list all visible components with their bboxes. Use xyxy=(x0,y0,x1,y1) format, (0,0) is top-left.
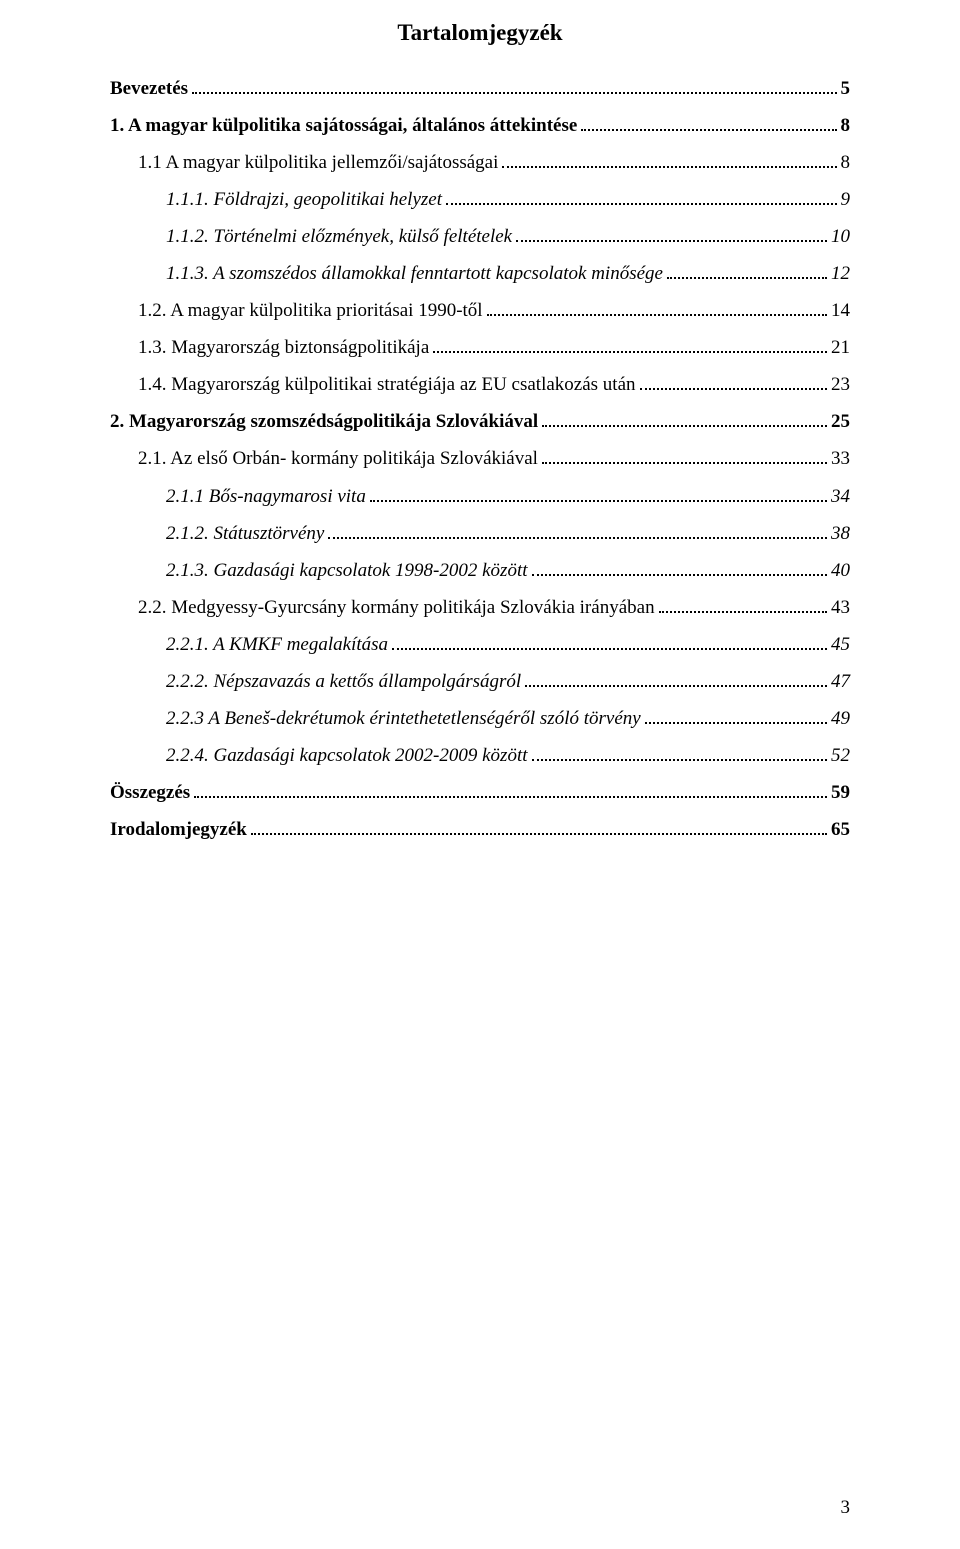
toc-entry-page: 12 xyxy=(831,255,850,292)
toc-title: Tartalomjegyzék xyxy=(110,20,850,46)
toc-entry: 1.1.3. A szomszédos államokkal fenntarto… xyxy=(110,255,850,292)
toc-entry: 1.1.2. Történelmi előzmények, külső felt… xyxy=(110,218,850,255)
toc-entry: 1.1.1. Földrajzi, geopolitikai helyzet 9 xyxy=(110,181,850,218)
toc-entry: 2.1.1 Bős-nagymarosi vita 34 xyxy=(110,478,850,515)
toc-entry-label: 2.2. Medgyessy-Gyurcsány kormány politik… xyxy=(138,589,655,626)
toc-entry: 1. A magyar külpolitika sajátosságai, ál… xyxy=(110,107,850,144)
toc-entry-page: 59 xyxy=(831,774,850,811)
toc-entry: 2.2.3 A Beneš-dekrétumok érintethetetlen… xyxy=(110,700,850,737)
toc-leader-dots xyxy=(525,673,827,686)
toc-entry: 2.1. Az első Orbán- kormány politikája S… xyxy=(110,440,850,477)
toc-entry: 2.1.3. Gazdasági kapcsolatok 1998-2002 k… xyxy=(110,552,850,589)
toc-entry: 2.2.4. Gazdasági kapcsolatok 2002-2009 k… xyxy=(110,737,850,774)
toc-entry-label: 1.1.2. Történelmi előzmények, külső felt… xyxy=(166,218,512,255)
toc-entry-label: 2.2.1. A KMKF megalakítása xyxy=(166,626,388,663)
toc-entry: Összegzés 59 xyxy=(110,774,850,811)
toc-leader-dots xyxy=(251,822,827,835)
toc-entry: 2.1.2. Státusztörvény 38 xyxy=(110,515,850,552)
toc-leader-dots xyxy=(392,636,827,649)
toc-entry-page: 25 xyxy=(831,403,850,440)
toc-entry-label: 1.2. A magyar külpolitika prioritásai 19… xyxy=(138,292,483,329)
toc-entry-page: 52 xyxy=(831,737,850,774)
toc-leader-dots xyxy=(192,81,836,94)
toc-entry-page: 33 xyxy=(831,440,850,477)
toc-entry-page: 34 xyxy=(831,478,850,515)
toc-leader-dots xyxy=(446,192,837,205)
toc-entry-label: Bevezetés xyxy=(110,70,188,107)
toc-entry-label: Összegzés xyxy=(110,774,190,811)
toc-entry-page: 40 xyxy=(831,552,850,589)
toc-leader-dots xyxy=(659,599,827,612)
toc-leader-dots xyxy=(487,303,827,316)
toc-entry: 1.4. Magyarország külpolitikai stratégiá… xyxy=(110,366,850,403)
toc-entry: 2.2. Medgyessy-Gyurcsány kormány politik… xyxy=(110,589,850,626)
toc-entry-page: 8 xyxy=(841,107,851,144)
toc-leader-dots xyxy=(433,340,827,353)
toc-leader-dots xyxy=(532,748,827,761)
toc-entry: 2.2.1. A KMKF megalakítása 45 xyxy=(110,626,850,663)
toc-leader-dots xyxy=(516,229,827,242)
toc-entry-page: 21 xyxy=(831,329,850,366)
toc-entry-label: 2.1.2. Státusztörvény xyxy=(166,515,324,552)
toc-entry: Irodalomjegyzék 65 xyxy=(110,811,850,848)
toc-entry-label: 1.3. Magyarország biztonságpolitikája xyxy=(138,329,429,366)
toc-entry-page: 9 xyxy=(841,181,851,218)
toc-entry: Bevezetés 5 xyxy=(110,70,850,107)
toc-leader-dots xyxy=(328,525,827,538)
toc-leader-dots xyxy=(581,118,836,131)
toc-entry-page: 23 xyxy=(831,366,850,403)
toc-entry-page: 38 xyxy=(831,515,850,552)
toc-entry-label: 1.1 A magyar külpolitika jellemzői/saját… xyxy=(138,144,498,181)
toc-leader-dots xyxy=(667,266,827,279)
toc-leader-dots xyxy=(640,377,827,390)
toc-leader-dots xyxy=(542,414,827,427)
toc-leader-dots xyxy=(532,562,827,575)
toc-entry-label: 2.2.3 A Beneš-dekrétumok érintethetetlen… xyxy=(166,700,641,737)
toc-entry-page: 65 xyxy=(831,811,850,848)
toc-entry-label: 2. Magyarország szomszédságpolitikája Sz… xyxy=(110,403,538,440)
toc-leader-dots xyxy=(370,488,827,501)
toc-leader-dots xyxy=(542,451,827,464)
toc-entry-label: 1.1.3. A szomszédos államokkal fenntarto… xyxy=(166,255,663,292)
toc-entry-page: 43 xyxy=(831,589,850,626)
toc-entry-page: 8 xyxy=(841,144,851,181)
toc-entry-label: 2.2.4. Gazdasági kapcsolatok 2002-2009 k… xyxy=(166,737,528,774)
toc-leader-dots xyxy=(645,711,827,724)
toc-leader-dots xyxy=(194,785,827,798)
toc-entry-label: 1.1.1. Földrajzi, geopolitikai helyzet xyxy=(166,181,442,218)
toc-entry-label: 2.2.2. Népszavazás a kettős állampolgárs… xyxy=(166,663,521,700)
toc-entry-label: 1. A magyar külpolitika sajátosságai, ál… xyxy=(110,107,577,144)
toc-entry-page: 10 xyxy=(831,218,850,255)
toc-entry: 1.3. Magyarország biztonságpolitikája 21 xyxy=(110,329,850,366)
toc-leader-dots xyxy=(502,155,836,168)
toc-entry: 2. Magyarország szomszédságpolitikája Sz… xyxy=(110,403,850,440)
toc-entry: 1.2. A magyar külpolitika prioritásai 19… xyxy=(110,292,850,329)
page-number: 3 xyxy=(841,1497,851,1519)
toc-entry-label: Irodalomjegyzék xyxy=(110,811,247,848)
toc-entry-label: 2.1.1 Bős-nagymarosi vita xyxy=(166,478,366,515)
document-page: Tartalomjegyzék Bevezetés 5 1. A magyar kü… xyxy=(0,0,960,1549)
toc-list: Bevezetés 5 1. A magyar külpolitika sajáto… xyxy=(110,70,850,848)
toc-entry-page: 45 xyxy=(831,626,850,663)
toc-entry-label: 2.1.3. Gazdasági kapcsolatok 1998-2002 k… xyxy=(166,552,528,589)
toc-entry: 1.1 A magyar külpolitika jellemzői/saját… xyxy=(110,144,850,181)
toc-entry-label: 2.1. Az első Orbán- kormány politikája S… xyxy=(138,440,538,477)
toc-entry-page: 5 xyxy=(841,70,851,107)
toc-entry-label: 1.4. Magyarország külpolitikai stratégiá… xyxy=(138,366,636,403)
toc-entry-page: 14 xyxy=(831,292,850,329)
toc-entry-page: 47 xyxy=(831,663,850,700)
toc-entry: 2.2.2. Népszavazás a kettős állampolgárs… xyxy=(110,663,850,700)
toc-entry-page: 49 xyxy=(831,700,850,737)
